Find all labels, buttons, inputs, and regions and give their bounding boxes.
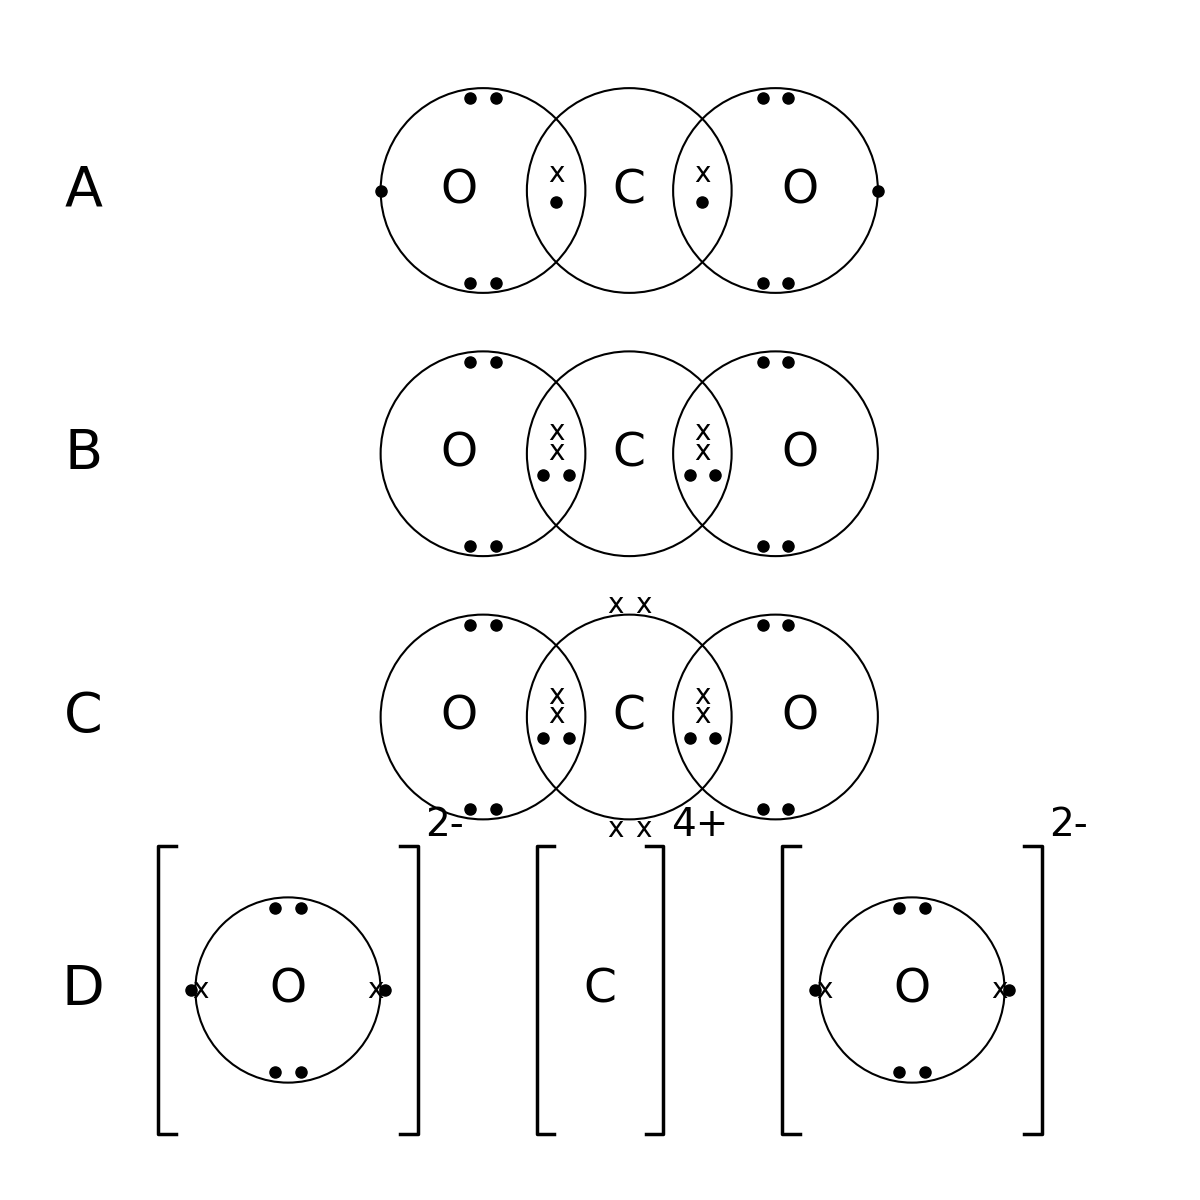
Text: x: x xyxy=(991,976,1008,1004)
Text: O: O xyxy=(781,695,818,739)
Text: x: x xyxy=(694,419,710,446)
Text: O: O xyxy=(894,967,930,1013)
Text: x: x xyxy=(694,438,710,466)
Text: x: x xyxy=(694,682,710,709)
Text: 2-: 2- xyxy=(1050,806,1088,845)
Text: O: O xyxy=(781,431,818,476)
Text: C: C xyxy=(613,695,646,739)
Text: A: A xyxy=(65,163,102,217)
Text: x: x xyxy=(548,682,564,709)
Text: C: C xyxy=(613,431,646,476)
Text: x: x xyxy=(635,815,652,844)
Text: x: x xyxy=(367,976,384,1004)
Text: x: x xyxy=(694,160,710,188)
Text: x: x xyxy=(548,419,564,446)
Text: x: x xyxy=(694,701,710,730)
Text: O: O xyxy=(440,431,478,476)
Text: 4+: 4+ xyxy=(671,806,728,845)
Text: D: D xyxy=(62,962,104,1018)
Text: x: x xyxy=(548,701,564,730)
Text: x: x xyxy=(548,160,564,188)
Text: x: x xyxy=(607,815,624,844)
Text: x: x xyxy=(635,590,652,619)
Text: B: B xyxy=(64,427,102,481)
Text: x: x xyxy=(192,976,209,1004)
Text: O: O xyxy=(781,168,818,214)
Text: C: C xyxy=(613,168,646,214)
Text: x: x xyxy=(607,590,624,619)
Text: 2-: 2- xyxy=(426,806,464,845)
Text: x: x xyxy=(548,438,564,466)
Text: O: O xyxy=(440,168,478,214)
Text: O: O xyxy=(440,695,478,739)
Text: O: O xyxy=(270,967,306,1013)
Text: x: x xyxy=(816,976,833,1004)
Text: C: C xyxy=(64,690,103,744)
Text: C: C xyxy=(583,967,617,1013)
